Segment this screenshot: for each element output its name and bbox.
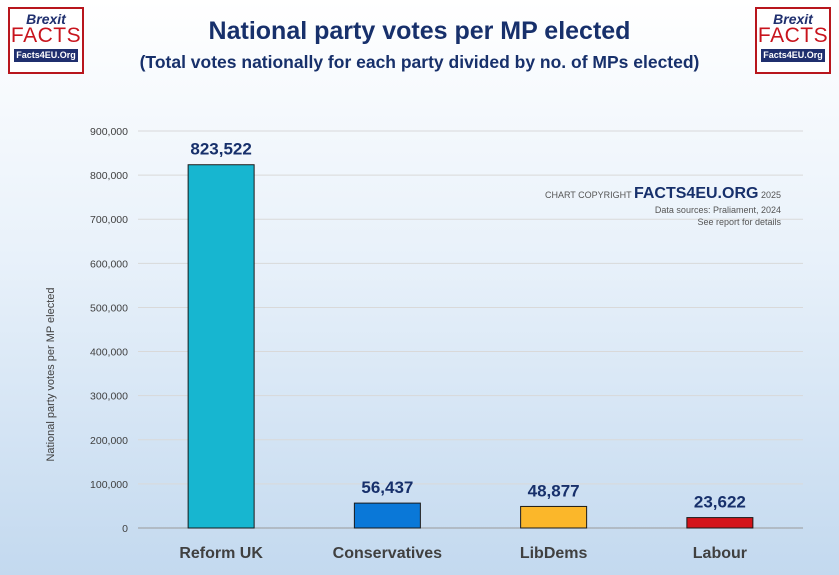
chart-subtitle: (Total votes nationally for each party d… xyxy=(139,52,700,72)
category-label: Reform UK xyxy=(179,545,263,562)
logo-line2: FACTS xyxy=(10,24,82,47)
y-tick-label: 200,000 xyxy=(90,435,128,447)
value-label: 23,622 xyxy=(694,493,746,512)
logo-line1: Brexit xyxy=(26,11,66,27)
y-tick-label: 300,000 xyxy=(90,391,128,403)
brexit-facts-logo-right: Brexit FACTS Facts4EU.Org xyxy=(755,7,831,74)
logo-line1: Brexit xyxy=(773,11,813,27)
copyright-brand: FACTS4EU.ORG xyxy=(633,185,759,202)
logo-line2: FACTS xyxy=(757,24,829,47)
bar-conservatives xyxy=(353,502,421,529)
logo-line3: Facts4EU.Org xyxy=(761,49,825,62)
y-tick-label: 600,000 xyxy=(90,258,128,270)
data-sources: Data sources: Praliament, 2024 xyxy=(654,205,781,215)
copyright-year: 2025 xyxy=(760,190,781,200)
logo-line3: Facts4EU.Org xyxy=(14,49,78,62)
bar-libdems xyxy=(520,505,588,529)
category-label: LibDems xyxy=(520,545,588,562)
y-tick-label: 500,000 xyxy=(90,302,128,314)
value-label: 56,437 xyxy=(361,478,413,497)
y-tick-label: 100,000 xyxy=(90,479,128,491)
bar-reform-uk xyxy=(187,164,255,529)
y-tick-label: 800,000 xyxy=(90,170,128,182)
report-note: See report for details xyxy=(697,217,781,227)
brexit-facts-logo-left: Brexit FACTS Facts4EU.Org xyxy=(8,7,84,74)
y-tick-label: 700,000 xyxy=(90,214,128,226)
value-label: 823,522 xyxy=(190,140,251,159)
y-axis-title: National party votes per MP elected xyxy=(45,287,57,461)
y-tick-label: 900,000 xyxy=(90,126,128,138)
bar-labour xyxy=(686,517,754,529)
y-tick-label: 0 xyxy=(122,523,128,535)
copyright-prefix: CHART COPYRIGHT xyxy=(544,190,632,200)
category-label: Conservatives xyxy=(333,545,442,562)
copyright-block: CHART COPYRIGHT FACTS4EU.ORG 2025 Data s… xyxy=(545,185,781,228)
chart-title: National party votes per MP elected xyxy=(208,17,631,45)
category-label: Labour xyxy=(693,545,747,562)
y-tick-label: 400,000 xyxy=(90,347,128,359)
value-label: 48,877 xyxy=(528,481,580,500)
